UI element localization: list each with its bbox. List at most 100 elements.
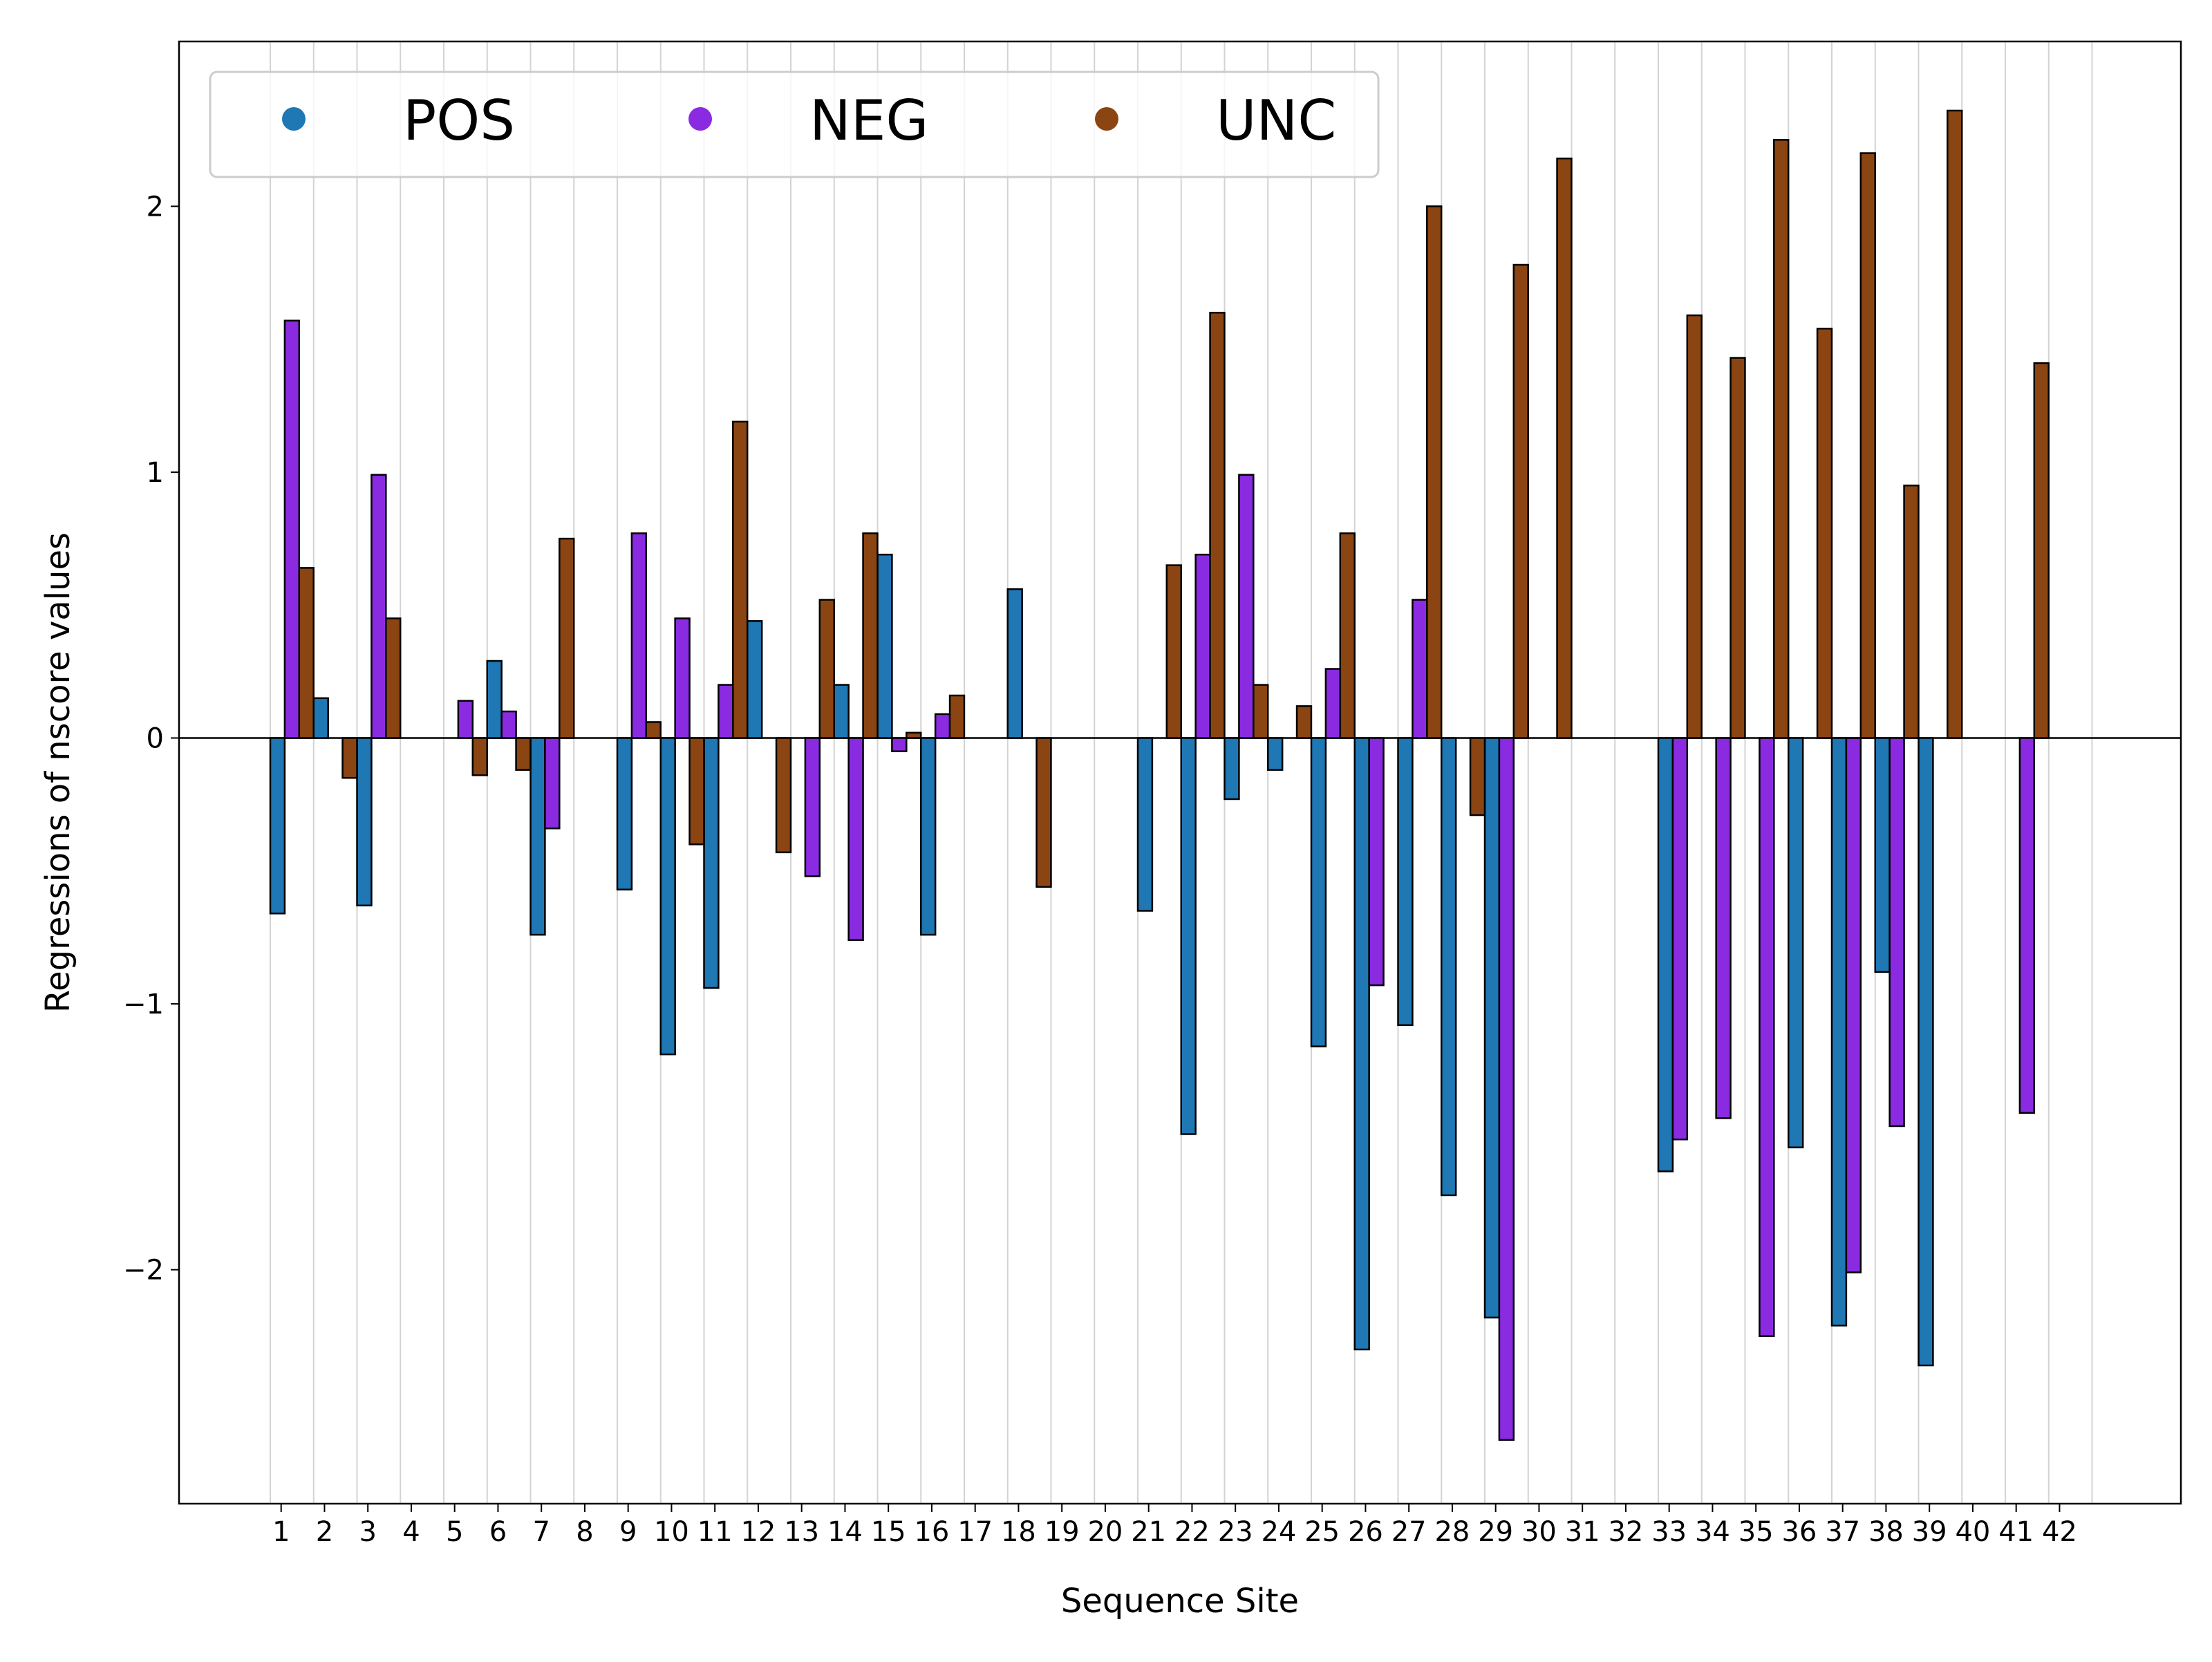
bar-neg-site-16	[934, 713, 951, 739]
bar-unc-site-28	[1469, 737, 1486, 816]
bar-pos-site-16	[920, 737, 937, 936]
x-tick-label: 25	[1304, 1516, 1340, 1548]
x-tick-label: 7	[532, 1516, 550, 1548]
bar-unc-site-13	[818, 599, 835, 739]
legend-marker-unc	[1095, 107, 1118, 131]
x-tick-label: 42	[2042, 1516, 2077, 1548]
legend-marker-neg	[688, 107, 712, 131]
x-tick-label: 20	[1087, 1516, 1123, 1548]
bar-neg-site-13	[804, 737, 821, 877]
x-tick-label: 15	[871, 1516, 906, 1548]
bar-pos-site-33	[1657, 737, 1674, 1173]
x-tick-label: 27	[1391, 1516, 1427, 1548]
bars	[269, 109, 2050, 1441]
bar-neg-site-9	[630, 532, 648, 739]
y-axis-label: Regressions of nscore values	[39, 532, 77, 1013]
x-tick-label: 13	[784, 1516, 819, 1548]
legend: POS NEG UNC	[209, 71, 1380, 178]
bar-unc-site-29	[1512, 263, 1529, 739]
y-tick-label: −1	[123, 989, 164, 1020]
bar-pos-site-39	[1918, 737, 1934, 1367]
bar-unc-site-38	[1903, 484, 1920, 739]
bar-pos-site-18	[1006, 588, 1023, 739]
bar-unc-site-12	[775, 737, 792, 854]
bar-pos-site-3	[356, 737, 373, 907]
bar-pos-site-24	[1267, 737, 1284, 771]
x-tick-label: 8	[576, 1516, 593, 1548]
legend-label-unc: UNC	[1216, 88, 1336, 153]
bar-unc-site-10	[688, 737, 705, 846]
bar-neg-site-22	[1194, 553, 1211, 739]
bar-unc-site-24	[1295, 705, 1313, 739]
bar-neg-site-41	[2018, 737, 2036, 1114]
x-tick-label: 31	[1565, 1516, 1600, 1548]
bar-pos-site-21	[1136, 737, 1154, 912]
bar-unc-site-35	[1773, 139, 1790, 739]
x-tick-label: 12	[740, 1516, 776, 1548]
bar-pos-site-15	[877, 553, 893, 739]
bar-unc-site-9	[645, 721, 662, 739]
x-tick-label: 26	[1348, 1516, 1383, 1548]
legend-label-pos: POS	[403, 88, 515, 153]
bar-neg-site-14	[847, 737, 864, 942]
bar-neg-site-7	[544, 737, 561, 830]
x-tick-label: 39	[1912, 1516, 1947, 1548]
x-axis-label: Sequence Site	[1061, 1582, 1299, 1621]
bar-neg-site-23	[1238, 474, 1255, 739]
bar-neg-site-6	[500, 710, 517, 739]
bar-neg-site-38	[1888, 737, 1905, 1128]
bar-unc-site-5	[471, 737, 488, 776]
bar-unc-site-7	[559, 537, 575, 739]
bar-neg-site-26	[1368, 737, 1385, 987]
y-tick-label: −2	[123, 1255, 164, 1287]
x-tick-label: 10	[654, 1516, 689, 1548]
bar-pos-site-14	[833, 684, 850, 739]
bar-neg-site-5	[457, 700, 474, 739]
bar-unc-site-27	[1426, 205, 1443, 739]
bar-neg-site-11	[718, 684, 734, 739]
x-tick-label: 3	[359, 1516, 376, 1548]
bar-unc-site-2	[341, 737, 358, 779]
bar-unc-site-34	[1730, 357, 1746, 739]
x-tick-label: 40	[1955, 1516, 1990, 1548]
bar-neg-site-25	[1324, 668, 1342, 739]
bar-neg-site-34	[1715, 737, 1732, 1119]
x-tick-label: 5	[446, 1516, 463, 1548]
bar-unc-site-41	[2033, 362, 2050, 739]
bar-pos-site-25	[1310, 737, 1327, 1047]
bar-unc-site-30	[1556, 157, 1573, 739]
bar-pos-site-7	[529, 737, 546, 936]
bar-unc-site-16	[948, 694, 966, 739]
x-tick-label: 34	[1695, 1516, 1730, 1548]
y-tick-label: 2	[147, 191, 164, 223]
x-tick-label: 1	[272, 1516, 290, 1548]
bar-pos-site-12	[747, 620, 763, 739]
x-tick-label: 23	[1218, 1516, 1253, 1548]
x-tick-label: 14	[827, 1516, 863, 1548]
x-tick-label: 22	[1174, 1516, 1210, 1548]
x-tick-label: 16	[914, 1516, 949, 1548]
x-tick-label: 9	[619, 1516, 637, 1548]
bar-pos-site-28	[1441, 737, 1457, 1197]
x-tick-label: 18	[1001, 1516, 1036, 1548]
legend-items: POS NEG UNC	[282, 88, 1336, 153]
x-tick-label: 38	[1868, 1516, 1904, 1548]
bar-neg-site-10	[674, 617, 691, 739]
bar-unc-site-6	[515, 737, 532, 771]
bar-unc-site-15	[906, 731, 922, 739]
bar-pos-site-2	[312, 697, 329, 739]
bar-unc-site-21	[1165, 564, 1182, 739]
x-tick-label: 11	[697, 1516, 733, 1548]
bar-neg-site-35	[1759, 737, 1775, 1337]
bar-neg-site-1	[283, 319, 301, 739]
bar-pos-site-1	[269, 737, 286, 915]
bar-unc-site-11	[732, 420, 749, 739]
bar-unc-site-1	[298, 567, 315, 739]
y-tick-label: 1	[147, 457, 164, 489]
bar-unc-site-3	[385, 617, 402, 739]
y-tick-label: 0	[147, 723, 164, 755]
x-axis-ticks: 1 2 3 4 5 6 7 8 9 10 11 12 13 14 15 16 17 18 19 20 21 22 23 24 2…	[272, 1504, 2077, 1548]
x-tick-label: 6	[489, 1516, 507, 1548]
plot-frame	[178, 40, 2182, 1505]
